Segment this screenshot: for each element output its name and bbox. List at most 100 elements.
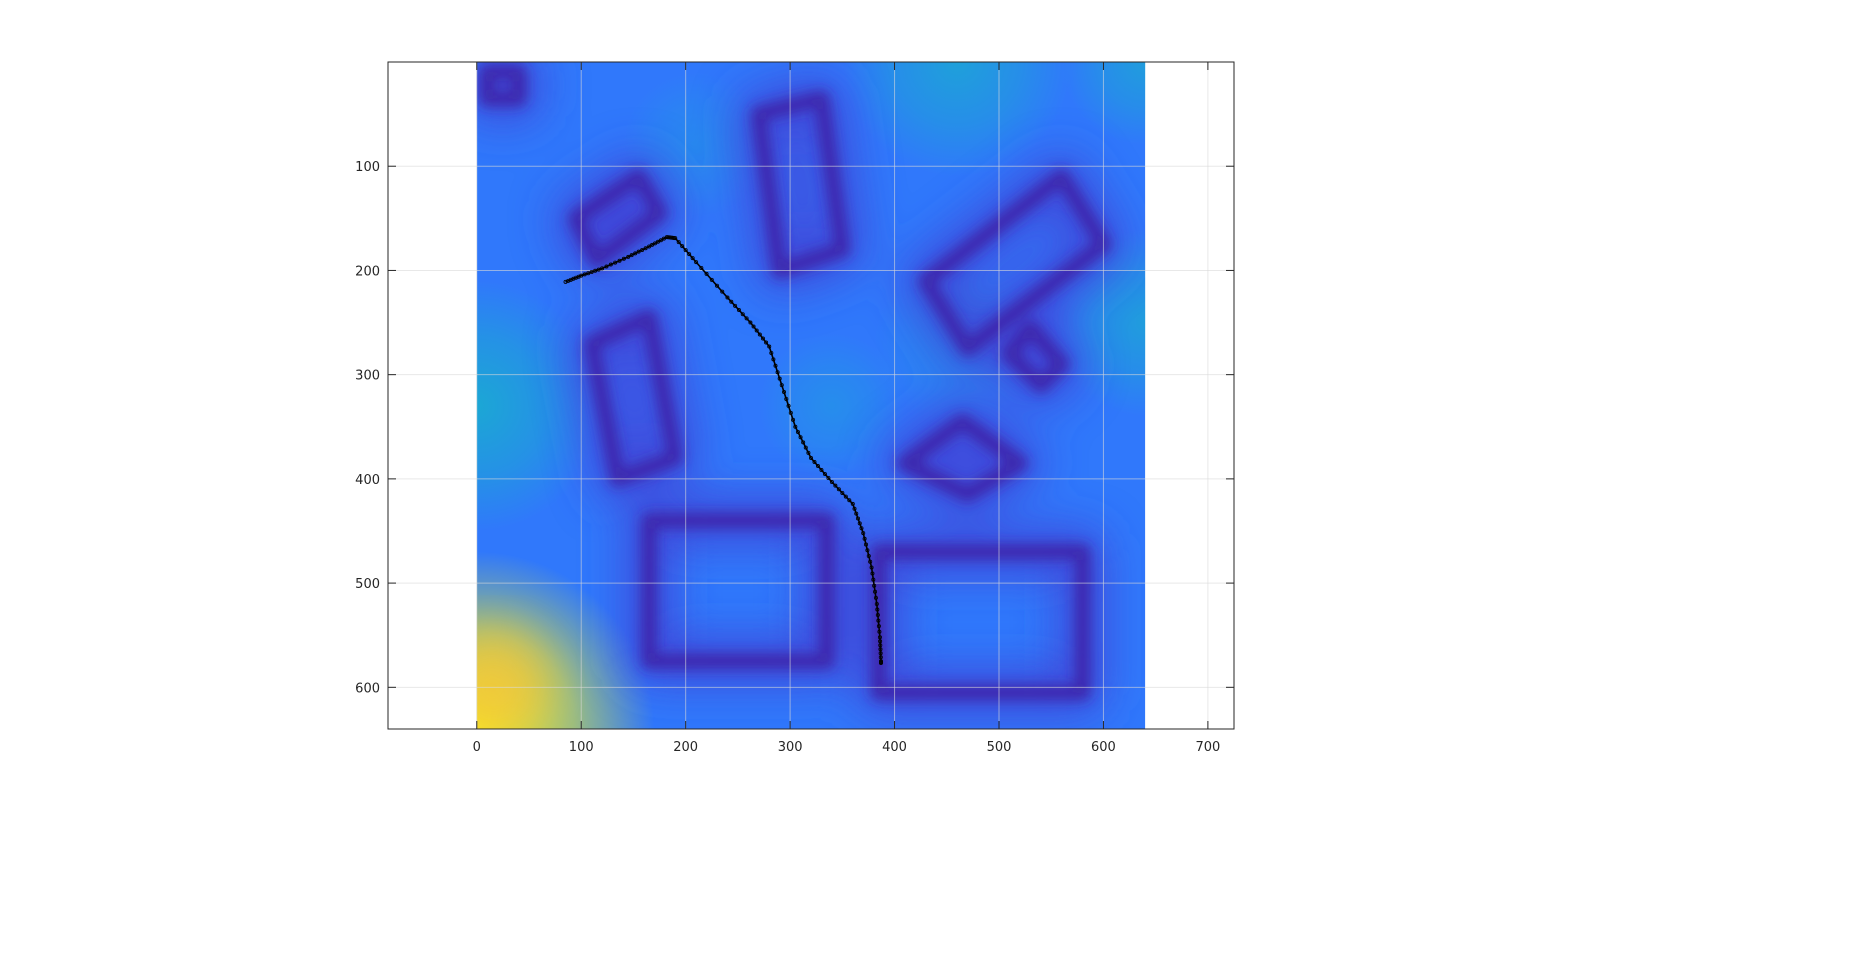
path-point: [878, 651, 883, 656]
path-point: [744, 316, 749, 321]
path-point: [809, 456, 814, 461]
obstacle-core: [583, 309, 684, 487]
path-point: [613, 260, 618, 265]
x-axis-ticks: 0 100 200 300 400 500 600 700: [473, 62, 1220, 755]
y-tick-label: 500: [355, 577, 380, 592]
path-point: [748, 320, 753, 325]
path-point: [773, 363, 778, 368]
path-point: [798, 435, 803, 440]
path-point: [857, 521, 862, 526]
path-point: [621, 256, 626, 261]
path-point: [877, 635, 882, 640]
path-point: [593, 268, 598, 273]
path-point: [769, 350, 774, 355]
obstacle-core: [568, 168, 668, 269]
x-tick-label: 200: [673, 740, 698, 755]
path-point: [870, 571, 875, 576]
obstacle-core: [479, 64, 527, 107]
path-point: [877, 629, 882, 634]
path-point: [878, 639, 883, 644]
path-point: [655, 239, 660, 244]
path-point: [788, 410, 793, 415]
path-point: [760, 336, 765, 341]
path-point: [579, 273, 584, 278]
path-point: [779, 383, 784, 388]
path-point: [836, 487, 841, 492]
x-tick-label: 700: [1195, 740, 1220, 755]
path-point: [626, 254, 631, 259]
path-point: [829, 480, 834, 485]
path-point: [680, 244, 685, 249]
path-point: [866, 553, 871, 558]
path-point: [856, 516, 861, 521]
path-point: [878, 647, 883, 652]
path-point: [876, 618, 881, 623]
obstacle-core: [1001, 319, 1070, 394]
path-point: [875, 607, 880, 612]
path-point: [596, 267, 601, 272]
path-point: [876, 624, 881, 629]
path-point: [709, 277, 714, 282]
path-point: [803, 445, 808, 450]
path-point: [775, 370, 780, 375]
path-point: [869, 565, 874, 570]
path-point: [782, 390, 787, 395]
path-line: [565, 236, 882, 664]
path-point: [617, 258, 622, 263]
y-axis-ticks: 100 200 300 400 500 600: [355, 160, 1234, 696]
path-point: [694, 260, 699, 265]
path-point: [643, 246, 648, 251]
obstacle-core: [641, 512, 835, 670]
path-point: [840, 490, 845, 495]
path-point: [600, 266, 605, 271]
path-point: [729, 299, 734, 304]
path-point: [833, 483, 838, 488]
path-point: [673, 236, 678, 241]
path-point: [653, 241, 658, 246]
path-point: [859, 526, 864, 531]
y-tick-label: 600: [355, 681, 380, 696]
path-point: [771, 357, 776, 362]
path-point: [819, 468, 824, 473]
x-tick-label: 400: [882, 740, 907, 755]
path-point: [604, 264, 609, 269]
y-tick-label: 100: [355, 160, 380, 175]
path-point: [812, 460, 817, 465]
path-point: [868, 559, 873, 564]
path-point: [873, 589, 878, 594]
heatmap-peak: [476, 629, 550, 729]
path-series: [563, 235, 883, 665]
obstacle-core: [897, 413, 1028, 503]
path-point: [589, 270, 594, 275]
path-point: [862, 536, 867, 541]
heatmap-hot-spot: [758, 332, 906, 480]
x-tick-label: 0: [473, 740, 481, 755]
path-point: [873, 595, 878, 600]
path-point: [633, 251, 638, 256]
path-point: [784, 396, 789, 401]
heatmap-hot-spot: [842, 62, 1073, 177]
path-point: [861, 531, 866, 536]
path-point: [683, 248, 688, 253]
path-point: [878, 643, 883, 648]
path-point: [733, 303, 738, 308]
x-tick-label: 100: [569, 740, 594, 755]
path-point: [850, 501, 855, 506]
path-point: [629, 253, 634, 258]
path-point: [854, 511, 859, 516]
path-point: [826, 476, 831, 481]
path-point: [786, 403, 791, 408]
path-point: [777, 376, 782, 381]
path-point: [699, 266, 704, 271]
path-point: [878, 655, 883, 660]
path-point: [586, 271, 591, 276]
path-point: [791, 417, 796, 422]
path-point: [847, 498, 852, 503]
path-point: [725, 295, 730, 300]
path-point: [636, 249, 641, 254]
path-point: [715, 283, 720, 288]
path-point: [843, 494, 848, 499]
path-point: [754, 328, 759, 333]
path-point: [801, 440, 806, 445]
